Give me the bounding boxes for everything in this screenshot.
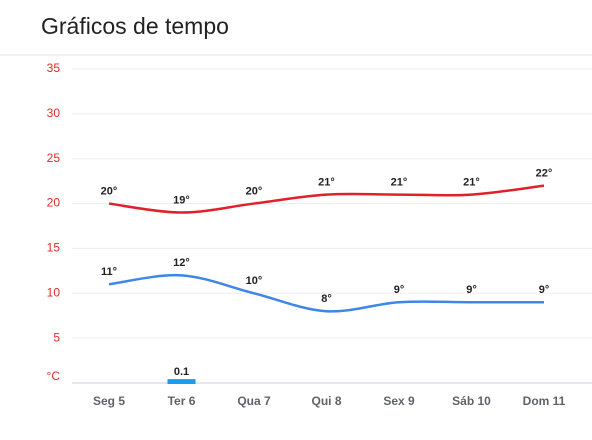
data-label: 20°: [246, 185, 263, 197]
x-tick-label: Sáb 10: [452, 394, 491, 408]
data-label: 9°: [539, 284, 550, 296]
data-label: 21°: [463, 177, 480, 189]
line: [108, 273, 544, 313]
x-tick-label: Qui 8: [311, 394, 341, 408]
data-label: 12°: [173, 257, 190, 269]
chart-title: Gráficos de tempo: [41, 13, 229, 39]
y-tick-label: °C: [47, 369, 61, 383]
y-tick-label: 30: [47, 106, 61, 120]
data-label: 11°: [101, 266, 117, 278]
data-label: 9°: [394, 284, 405, 296]
y-tick-label: 10: [47, 285, 61, 299]
line: [108, 184, 545, 214]
data-label: 0.1: [174, 366, 189, 378]
data-label: 10°: [246, 275, 263, 287]
x-tick-label: Sex 9: [383, 394, 415, 408]
x-tick-label: Ter 6: [168, 394, 196, 408]
data-label: 22°: [536, 168, 553, 180]
data-label: 8°: [321, 293, 332, 305]
data-label: 21°: [318, 177, 335, 189]
y-tick-label: 15: [47, 241, 61, 255]
y-tick-label: 5: [53, 330, 60, 344]
data-label: 21°: [391, 177, 408, 189]
x-tick-label: Qua 7: [237, 394, 271, 408]
y-tick-label: 25: [47, 151, 61, 165]
y-tick-label: 35: [47, 61, 61, 75]
data-label: 19°: [173, 194, 190, 206]
data-label: 20°: [101, 185, 118, 197]
data-label: 9°: [466, 284, 477, 296]
x-tick-label: Seg 5: [93, 394, 125, 408]
x-tick-label: Dom 11: [523, 394, 566, 408]
y-tick-label: 20: [47, 196, 61, 210]
bar: [167, 379, 196, 384]
